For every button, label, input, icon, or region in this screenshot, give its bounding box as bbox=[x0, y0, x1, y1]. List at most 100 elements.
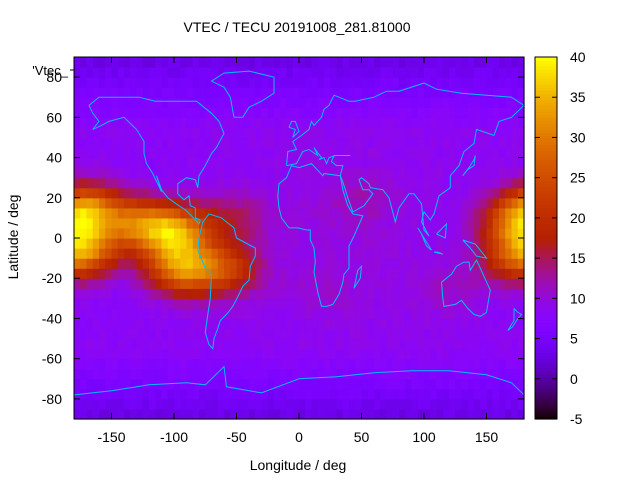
heatmap-cell bbox=[299, 238, 306, 249]
heatmap-cell bbox=[330, 167, 338, 179]
heatmap-cell bbox=[149, 298, 156, 309]
heatmap-cell bbox=[211, 217, 219, 229]
heatmap-cell bbox=[80, 348, 88, 360]
heatmap-cell bbox=[305, 107, 313, 118]
heatmap-cell bbox=[392, 278, 400, 289]
heatmap-cell bbox=[349, 177, 356, 189]
heatmap-cell bbox=[480, 97, 488, 108]
heatmap-cell bbox=[286, 328, 294, 340]
heatmap-cell bbox=[117, 67, 125, 78]
heatmap-cell bbox=[136, 57, 144, 68]
heatmap-cell bbox=[436, 408, 444, 420]
heatmap-cell bbox=[436, 97, 444, 108]
heatmap-cell bbox=[224, 197, 231, 209]
heatmap-cell bbox=[492, 288, 500, 299]
heatmap-cell bbox=[242, 388, 250, 400]
heatmap-cell bbox=[186, 127, 194, 139]
heatmap-cell bbox=[230, 177, 238, 189]
heatmap-cell bbox=[117, 137, 125, 149]
heatmap-cell bbox=[167, 408, 175, 420]
heatmap-cell bbox=[367, 207, 375, 219]
heatmap-cell bbox=[111, 117, 119, 128]
heatmap-cell bbox=[417, 278, 425, 289]
heatmap-cell bbox=[392, 57, 400, 68]
heatmap-cell bbox=[99, 298, 106, 309]
heatmap-cell bbox=[205, 398, 213, 410]
heatmap-cell bbox=[517, 338, 525, 350]
heatmap-cell bbox=[167, 308, 175, 320]
heatmap-cell bbox=[261, 388, 269, 400]
coastline bbox=[73, 365, 525, 396]
heatmap-cell bbox=[474, 77, 481, 88]
heatmap-cell bbox=[124, 227, 131, 239]
heatmap-cell bbox=[274, 227, 281, 239]
heatmap-cell bbox=[505, 87, 513, 98]
heatmap-cell bbox=[105, 278, 113, 289]
heatmap-cell bbox=[267, 338, 275, 350]
heatmap-cell bbox=[192, 167, 200, 179]
heatmap-cell bbox=[342, 97, 350, 108]
heatmap-cell bbox=[192, 147, 200, 159]
heatmap-cell bbox=[417, 187, 425, 199]
heatmap-cell bbox=[442, 177, 450, 189]
heatmap-cell bbox=[486, 398, 494, 410]
heatmap-cell bbox=[105, 358, 113, 370]
heatmap-cell bbox=[374, 408, 381, 420]
heatmap-cell bbox=[461, 268, 469, 279]
colorbar-band bbox=[535, 177, 557, 182]
heatmap-cell bbox=[411, 388, 419, 400]
heatmap-cell bbox=[80, 358, 88, 370]
heatmap-cell bbox=[136, 238, 144, 249]
heatmap-cell bbox=[155, 368, 163, 380]
heatmap-cell bbox=[224, 388, 231, 400]
heatmap-cell bbox=[86, 57, 94, 68]
heatmap-cell bbox=[211, 238, 219, 249]
heatmap-cell bbox=[324, 388, 331, 400]
heatmap-cell bbox=[111, 107, 119, 118]
heatmap-cell bbox=[180, 217, 188, 229]
heatmap-cell bbox=[317, 227, 325, 239]
heatmap-cell bbox=[455, 308, 463, 320]
heatmap-cell bbox=[249, 398, 256, 410]
heatmap-cell bbox=[430, 177, 438, 189]
heatmap-cell bbox=[105, 398, 113, 410]
heatmap-cell bbox=[217, 147, 225, 159]
heatmap-cell bbox=[161, 107, 169, 118]
heatmap-cell bbox=[224, 137, 231, 149]
heatmap-cell bbox=[324, 187, 331, 199]
heatmap-cell bbox=[511, 147, 519, 159]
heatmap-cell bbox=[292, 298, 300, 309]
heatmap-cell bbox=[405, 227, 413, 239]
heatmap-cell bbox=[136, 157, 144, 169]
heatmap-cell bbox=[311, 167, 319, 179]
heatmap-cell bbox=[74, 338, 81, 350]
heatmap-cell bbox=[224, 318, 231, 330]
heatmap-cell bbox=[442, 378, 450, 390]
heatmap-cell bbox=[155, 408, 163, 420]
heatmap-cell bbox=[161, 97, 169, 108]
heatmap-cell bbox=[199, 338, 206, 350]
heatmap-cell bbox=[99, 308, 106, 320]
heatmap-cell bbox=[480, 137, 488, 149]
heatmap-cell bbox=[217, 378, 225, 390]
heatmap-cell bbox=[274, 358, 281, 370]
heatmap-cell bbox=[342, 67, 350, 78]
heatmap-cell bbox=[180, 408, 188, 420]
heatmap-cell bbox=[505, 137, 513, 149]
heatmap-cell bbox=[499, 318, 506, 330]
heatmap-cell bbox=[436, 288, 444, 299]
heatmap-cell bbox=[386, 217, 394, 229]
heatmap-cell bbox=[311, 97, 319, 108]
heatmap-cell bbox=[267, 197, 275, 209]
heatmap-cell bbox=[224, 278, 231, 289]
heatmap-cell bbox=[192, 97, 200, 108]
heatmap-cell bbox=[142, 67, 150, 78]
heatmap-cell bbox=[361, 258, 369, 269]
colorbar-band bbox=[535, 343, 557, 348]
heatmap-cell bbox=[86, 378, 94, 390]
colorbar-band bbox=[535, 111, 557, 115]
heatmap-cell bbox=[180, 278, 188, 289]
heatmap-cell bbox=[305, 87, 313, 98]
heatmap-cell bbox=[161, 127, 169, 139]
heatmap-cell bbox=[386, 338, 394, 350]
